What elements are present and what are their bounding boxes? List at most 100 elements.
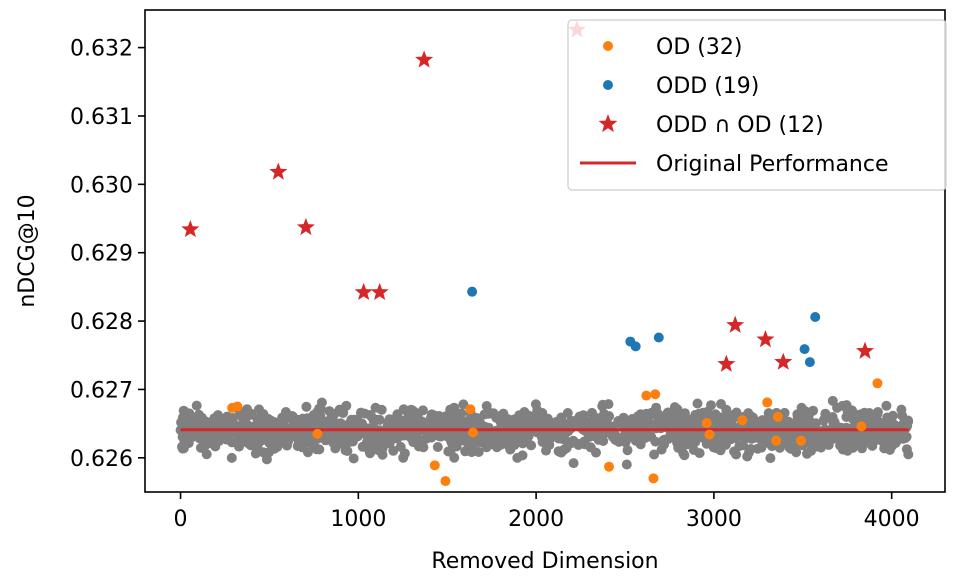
background-point	[355, 407, 366, 418]
background-point	[436, 420, 447, 431]
background-point	[669, 402, 680, 413]
background-point	[532, 405, 543, 416]
background-point	[679, 450, 690, 461]
background-point	[222, 411, 233, 422]
y-tick-label: 0.630	[70, 173, 133, 198]
odd-point	[630, 341, 641, 352]
odd-and-od-star	[181, 219, 200, 238]
background-point	[662, 407, 673, 418]
background-point	[630, 419, 641, 430]
background-point	[503, 431, 514, 442]
odd-point	[810, 311, 821, 322]
background-point	[370, 402, 381, 413]
x-axis-label: Removed Dimension	[431, 549, 658, 574]
background-point	[853, 431, 864, 442]
od-point	[641, 390, 652, 401]
background-point	[872, 408, 883, 419]
legend-marker	[603, 80, 613, 90]
background-point	[656, 444, 667, 455]
background-point	[785, 418, 796, 429]
background-points	[175, 395, 914, 470]
background-point	[808, 405, 819, 416]
background-point	[468, 437, 478, 448]
background-point	[429, 413, 440, 424]
background-point	[807, 430, 818, 441]
odd-and-od-star	[354, 282, 373, 301]
background-point	[535, 419, 546, 430]
background-point	[254, 404, 264, 415]
background-point	[898, 433, 909, 444]
od-point	[648, 473, 659, 484]
background-point	[581, 416, 592, 426]
background-point	[763, 410, 774, 421]
background-point	[573, 438, 584, 449]
od-point	[771, 435, 782, 446]
background-point	[660, 419, 671, 430]
legend: OD (32) ODD (19) ODD ∩ OD (12) Original Per…	[567, 19, 947, 191]
background-point	[505, 444, 516, 455]
background-point	[399, 448, 410, 459]
background-point	[458, 399, 469, 410]
background-point	[711, 443, 721, 454]
background-point	[678, 436, 689, 447]
od-point	[312, 428, 323, 439]
background-point	[324, 406, 335, 417]
background-point	[407, 405, 418, 416]
background-point	[556, 412, 567, 423]
background-point	[458, 435, 469, 446]
legend-box	[567, 19, 947, 191]
background-point	[418, 405, 428, 416]
background-point	[512, 452, 523, 463]
background-point	[881, 400, 892, 411]
background-point	[388, 445, 399, 456]
background-point	[748, 412, 759, 423]
background-point	[887, 440, 898, 451]
background-point	[287, 411, 298, 421]
od-point	[737, 415, 748, 426]
y-tick-label: 0.628	[70, 310, 133, 335]
background-point	[650, 409, 660, 420]
y-tick-label: 0.631	[70, 105, 133, 130]
background-point	[650, 436, 661, 447]
od-point	[704, 429, 715, 440]
y-tick-label: 0.629	[70, 242, 133, 267]
background-point	[832, 402, 843, 413]
background-point	[621, 459, 632, 470]
x-tick-label: 1000	[330, 507, 386, 532]
background-point	[717, 418, 728, 429]
background-point	[816, 442, 826, 453]
odd-and-od-star	[726, 315, 745, 333]
background-point	[238, 429, 249, 440]
background-point	[806, 418, 817, 429]
background-point	[559, 434, 570, 445]
background-point	[341, 400, 352, 411]
odd-point	[653, 332, 664, 343]
background-point	[585, 442, 596, 453]
x-tick-label: 0	[174, 507, 188, 532]
background-point	[640, 433, 651, 443]
background-point	[706, 400, 716, 411]
background-point	[377, 449, 388, 460]
background-point	[762, 437, 773, 448]
odd-and-od-star	[855, 341, 875, 359]
background-point	[357, 418, 368, 429]
odd-point	[799, 344, 810, 355]
background-point	[366, 411, 377, 422]
background-point	[692, 398, 703, 409]
plot-area-frame	[144, 9, 946, 493]
background-point	[227, 437, 237, 448]
background-point	[682, 419, 693, 430]
background-point	[622, 445, 633, 456]
background-point	[784, 442, 795, 453]
background-point	[897, 410, 908, 421]
background-point	[364, 446, 375, 456]
background-point	[292, 441, 303, 451]
legend-marker	[598, 114, 618, 133]
odd-point	[804, 357, 815, 368]
background-point	[214, 415, 225, 426]
background-point	[348, 453, 359, 464]
background-point	[806, 439, 817, 450]
x-tick-label: 2000	[508, 507, 564, 532]
odd-point	[467, 286, 478, 297]
